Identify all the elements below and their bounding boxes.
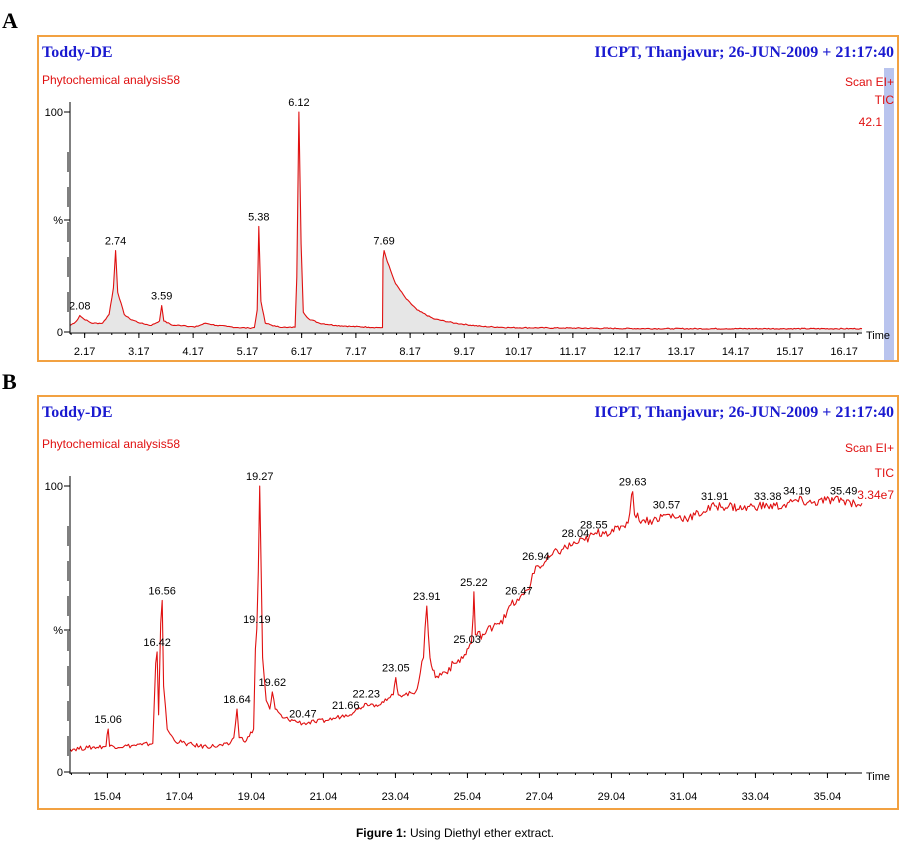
x-tick-label: 5.17 — [237, 346, 258, 358]
panel-a-scrollbar[interactable] — [884, 68, 894, 360]
x-tick-label: 25.04 — [454, 791, 482, 803]
peak-label: 26.47 — [505, 585, 533, 597]
figure-caption-label: Figure 1: — [355, 826, 407, 840]
peak-label: 35.49 — [830, 485, 858, 497]
peak-label: 7.69 — [373, 236, 394, 248]
peak-label: 25.22 — [460, 577, 488, 589]
y-tick-label: % — [53, 625, 63, 637]
peak-label: 16.42 — [143, 637, 171, 649]
x-tick-label: 27.04 — [526, 791, 554, 803]
peak-label: 19.27 — [246, 471, 274, 483]
tic-trace-a — [69, 111, 863, 330]
x-axis-label: Time — [866, 771, 890, 783]
x-tick-label: 16.17 — [830, 346, 858, 358]
peak-label: 26.94 — [522, 551, 550, 563]
panel-b-intensity: 3.34e7 — [857, 488, 894, 502]
peak-label: 34.19 — [783, 485, 811, 497]
peak-label: 33.38 — [754, 491, 782, 503]
x-axis-label: Time — [866, 330, 890, 342]
chart-b: 100% 0 15.04 17.04 19.04 21.04 23.04 25.04 27.04… — [45, 471, 890, 803]
x-tick-label: 3.17 — [128, 346, 149, 358]
panel-a-sample-title: Toddy-DE — [42, 44, 113, 61]
peak-label: 23.05 — [382, 663, 410, 675]
peak-label: 15.06 — [94, 714, 122, 726]
panel-b-letter: B — [2, 369, 17, 394]
panel-a-instrument-header: IICPT, Thanjavur; 26-JUN-2009 + 21:17:40 — [594, 44, 894, 61]
panel-a-frame — [37, 35, 899, 362]
peak-label: 18.64 — [223, 694, 251, 706]
x-tick-label: 9.17 — [454, 346, 475, 358]
x-tick-label: 15.17 — [776, 346, 804, 358]
x-tick-label: 35.04 — [814, 791, 842, 803]
peak-label: 19.19 — [243, 614, 271, 626]
x-tick-label: 2.17 — [74, 346, 95, 358]
peak-label: 22.23 — [353, 688, 381, 700]
peak-label: 29.63 — [619, 477, 647, 489]
x-tick-label: 29.04 — [598, 791, 626, 803]
x-tick-label: 10.17 — [505, 346, 533, 358]
x-tick-label: 7.17 — [345, 346, 366, 358]
x-tick-label: 23.04 — [382, 791, 410, 803]
y-tick-label: % — [53, 215, 63, 227]
peak-label: 21.66 — [332, 700, 360, 712]
trace-fill-a — [70, 112, 862, 332]
tic-trace-b — [69, 485, 863, 752]
x-tick-label: 31.04 — [670, 791, 698, 803]
panel-a-tic-label: TIC — [874, 93, 894, 107]
panel-a-letter: A — [2, 8, 18, 33]
x-tick-label: 15.04 — [94, 791, 122, 803]
x-tick-label: 6.17 — [291, 346, 312, 358]
x-tick-label: 8.17 — [399, 346, 420, 358]
peak-label: 16.56 — [148, 585, 176, 597]
peak-label: 28.04 — [562, 528, 590, 540]
x-tick-label: 21.04 — [310, 791, 338, 803]
panel-b-analysis-subtitle: Phytochemical analysis58 — [42, 437, 181, 451]
panel-a-analysis-subtitle: Phytochemical analysis58 — [42, 73, 181, 87]
panel-a-scan-mode: Scan EI+ — [844, 75, 894, 89]
panel-b-sample-title: Toddy-DE — [42, 404, 113, 421]
x-tick-label: 4.17 — [182, 346, 203, 358]
peak-label: 2.08 — [69, 301, 90, 313]
peak-label: 3.59 — [151, 291, 172, 303]
panel-b-scan-mode: Scan EI+ — [844, 441, 894, 455]
x-tick-label: 19.04 — [238, 791, 266, 803]
peak-label: 6.12 — [288, 97, 309, 109]
x-tick-label: 12.17 — [613, 346, 641, 358]
peak-label: 25.03 — [453, 634, 481, 646]
peak-label: 23.91 — [413, 591, 441, 603]
y-tick-label: 0 — [57, 767, 63, 779]
peak-label: 31.91 — [701, 491, 729, 503]
figure-caption: Figure 1: Using Diethyl ether extract. — [0, 826, 910, 840]
peak-label: 2.74 — [105, 236, 126, 248]
peak-label: 28.55 — [580, 520, 608, 532]
x-tick-label: 17.04 — [166, 791, 194, 803]
panel-b-instrument-header: IICPT, Thanjavur; 26-JUN-2009 + 21:17:40 — [594, 404, 894, 421]
peak-label: 20.47 — [289, 708, 317, 720]
x-tick-label: 14.17 — [722, 346, 750, 358]
peak-label: 19.62 — [259, 677, 287, 689]
peak-label: 30.57 — [653, 500, 681, 512]
x-tick-label: 11.17 — [560, 346, 587, 358]
panel-a-intensity: 42.1 — [858, 115, 882, 129]
y-tick-label: 0 — [57, 327, 63, 339]
chart-a: 100% 0 2.17 3.17 4.17 5.17 6.17 7.17 8.17 9.17 10.… — [45, 97, 890, 358]
peak-label: 5.38 — [248, 211, 269, 223]
x-tick-label: 13.17 — [668, 346, 696, 358]
x-tick-label: 33.04 — [742, 791, 770, 803]
y-tick-label: 100 — [45, 481, 63, 493]
panel-b-tic-label: TIC — [874, 466, 894, 480]
figure-caption-text: Using Diethyl ether extract. — [406, 826, 555, 840]
y-tick-label: 100 — [45, 107, 63, 119]
